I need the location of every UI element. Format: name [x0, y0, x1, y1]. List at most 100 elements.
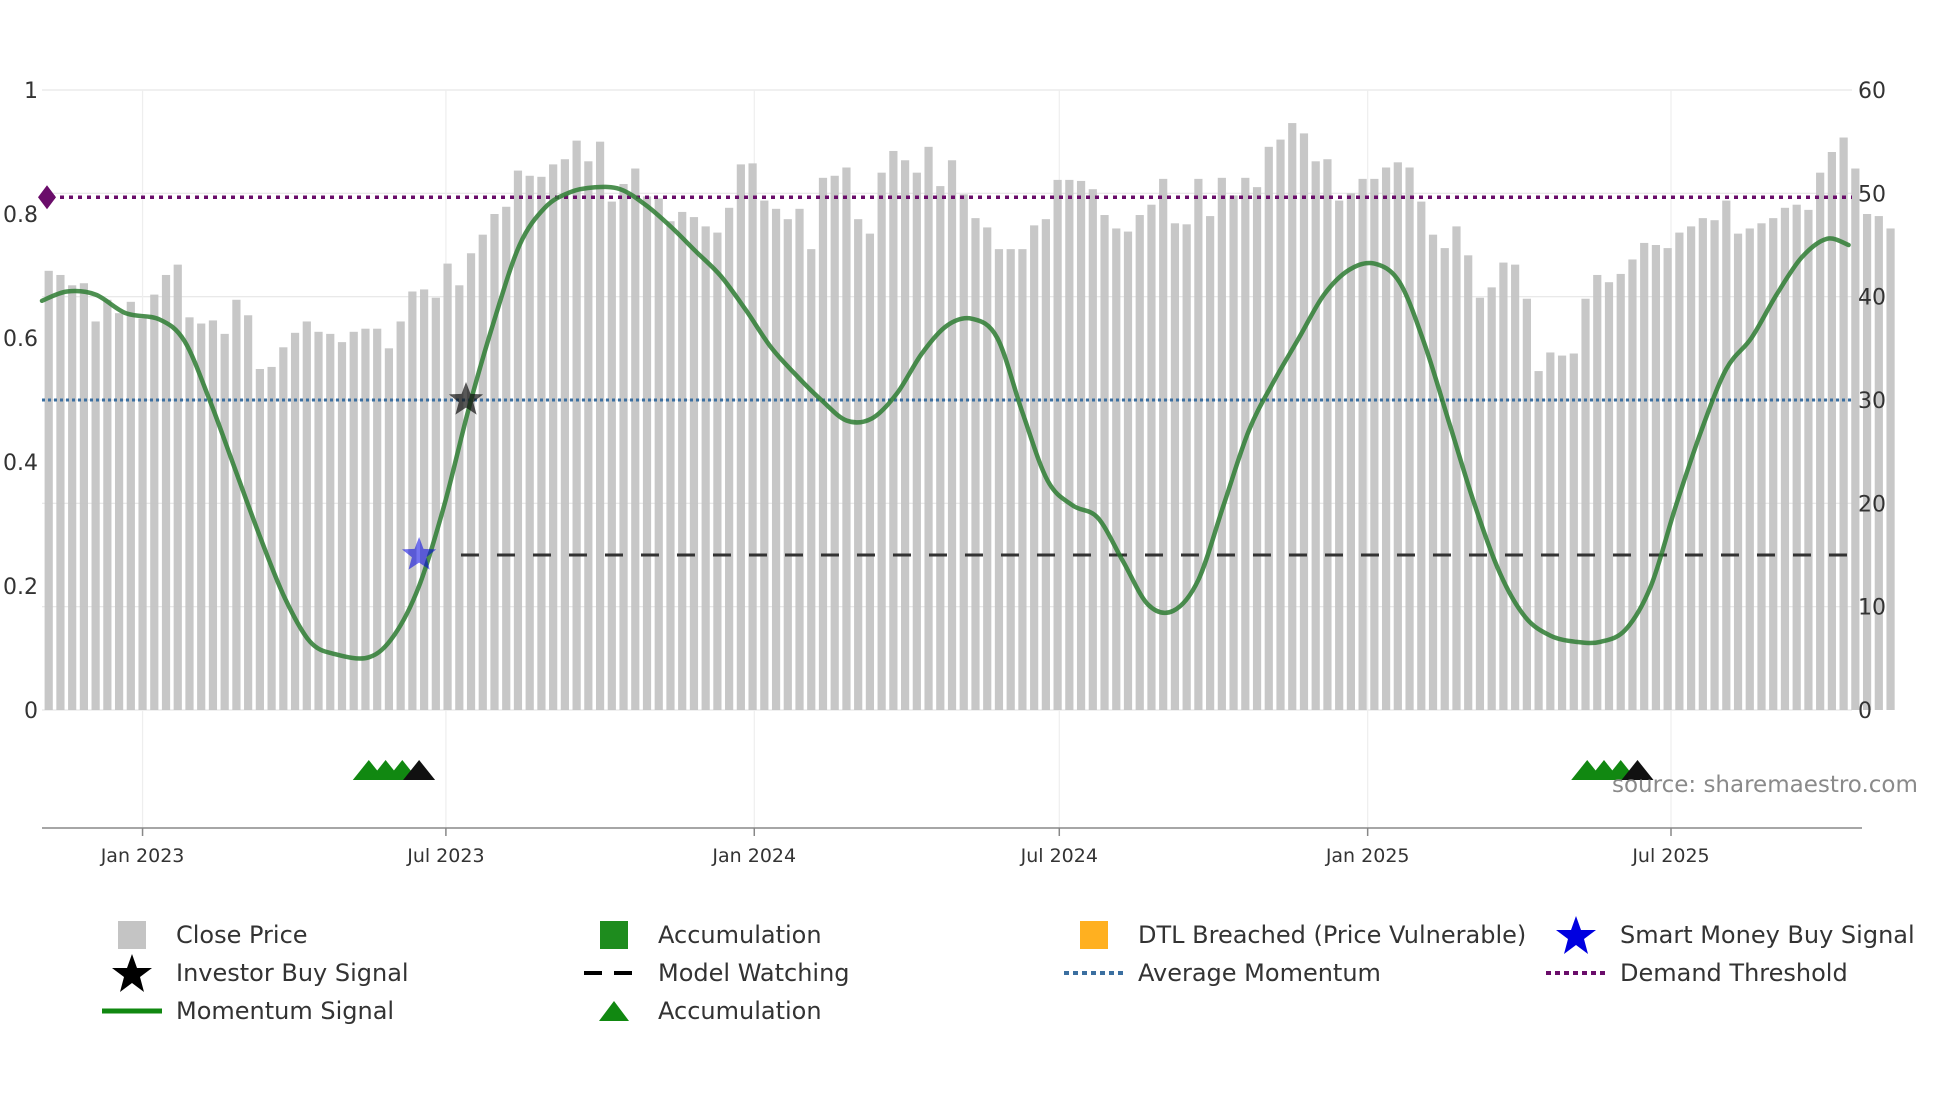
close-price-bar — [760, 200, 769, 710]
legend-symbol-demand — [1544, 955, 1608, 991]
close-price-bar — [373, 328, 382, 710]
close-price-bar — [197, 323, 206, 710]
legend-label: Demand Threshold — [1620, 959, 1848, 987]
close-price-bar — [1628, 259, 1637, 710]
legend: Close Price Accumulation DTL Breached (Pri… — [100, 916, 1960, 1067]
close-price-bar — [420, 289, 429, 710]
close-price-bar — [1687, 226, 1696, 710]
close-price-bar — [302, 321, 311, 710]
right-y-tick-label: 10 — [1858, 596, 1886, 621]
accumulation-triangle-marker — [1621, 760, 1654, 780]
x-tick-label: Jan 2023 — [100, 845, 185, 867]
close-price-bar — [337, 342, 347, 710]
close-price-bar — [1792, 204, 1801, 710]
legend-symbol-momentum — [100, 993, 164, 1029]
close-price-bar — [478, 234, 487, 711]
close-price-bar — [79, 283, 88, 710]
close-price-bar — [959, 194, 968, 710]
legend-label: Momentum Signal — [176, 997, 395, 1025]
close-price-bar — [701, 226, 710, 710]
close-price-bar — [947, 160, 957, 710]
close-price-bar — [549, 164, 558, 710]
close-price-bar — [689, 217, 699, 710]
legend-item-accumulation-bar: Accumulation — [582, 917, 822, 953]
grid-layer — [42, 89, 1852, 828]
legend-item-momentum: Momentum Signal — [100, 993, 394, 1029]
close-price-bar — [994, 249, 1004, 710]
close-price-bar — [1511, 264, 1520, 710]
close-price-bar — [1733, 233, 1743, 710]
close-price-bar — [1041, 219, 1050, 711]
close-price-bar — [396, 321, 405, 710]
close-price-bar — [1299, 133, 1309, 710]
close-price-bar — [1440, 248, 1449, 710]
right-y-tick-label: 60 — [1858, 79, 1886, 104]
close-price-bar — [1499, 262, 1508, 710]
close-price-bar — [44, 270, 53, 710]
close-price-bar — [1276, 139, 1285, 711]
close-price-bar — [1159, 178, 1168, 710]
close-price-bar — [1452, 226, 1461, 710]
legend-symbol-investor — [100, 954, 164, 992]
close-price-bar — [244, 315, 253, 710]
axes-layer: Jan 2023 Jul 2023 Jan 2024 Jul 2024 Jan 2025… — [3, 79, 1886, 867]
close-price-bar — [901, 160, 910, 710]
close-price-bar — [572, 140, 581, 710]
close-price-bar — [830, 175, 839, 710]
close-price-bar — [1405, 167, 1414, 710]
close-price-bar — [1194, 178, 1203, 710]
close-price-bar — [1827, 152, 1836, 710]
left-y-tick-label: 0.2 — [3, 575, 38, 600]
left-y-tick-label: 0.6 — [3, 327, 38, 352]
close-price-bar — [807, 249, 816, 710]
close-price-bar — [1135, 215, 1144, 710]
close-price-bar — [1264, 146, 1273, 710]
close-price-bar — [1886, 228, 1895, 710]
close-price-bar — [1370, 178, 1379, 710]
right-y-tick-label: 0 — [1858, 699, 1872, 724]
close-price-bar — [502, 206, 511, 710]
close-price-bar — [290, 332, 300, 710]
right-y-tick-label: 30 — [1858, 389, 1886, 414]
right-y-tick-label: 50 — [1858, 182, 1886, 207]
close-price-bar — [208, 320, 218, 710]
close-price-bar — [1100, 215, 1109, 710]
close-price-bar — [1053, 179, 1062, 710]
smart-money-buy-signal-marker — [402, 537, 437, 570]
close-price-bar — [713, 232, 722, 710]
momentum-signal-line — [39, 184, 1851, 661]
close-price-bar — [1487, 287, 1496, 710]
close-price-bar — [1816, 172, 1825, 711]
close-price-bar — [1757, 223, 1766, 711]
close-price-bar — [408, 291, 417, 710]
close-price-bar — [326, 333, 335, 710]
close-price-bar — [1182, 224, 1191, 710]
x-tick-label: Jul 2023 — [406, 845, 484, 867]
investor-buy-signal-marker — [448, 382, 484, 415]
bars-layer — [44, 123, 1895, 711]
close-price-bar — [1710, 220, 1719, 710]
close-price-bar — [56, 274, 65, 710]
close-price-bar — [678, 211, 687, 710]
close-price-bar — [818, 177, 828, 710]
close-price-bar — [1475, 297, 1485, 710]
legend-item-smart-money: Smart Money Buy Signal — [1544, 916, 1915, 954]
close-price-bar — [1335, 200, 1344, 710]
close-price-bar — [842, 167, 851, 710]
close-price-bar — [431, 297, 440, 710]
close-price-bar — [361, 328, 370, 710]
close-price-bar — [513, 170, 523, 711]
close-price-bar — [1546, 352, 1555, 710]
markers-layer — [352, 382, 1654, 780]
close-price-bar — [1663, 248, 1672, 710]
legend-item-watching: Model Watching — [582, 955, 850, 991]
close-price-bar — [455, 285, 464, 710]
close-price-bar — [1557, 355, 1567, 710]
close-price-bar — [654, 198, 663, 710]
close-price-bar — [642, 196, 652, 710]
legend-item-demand: Demand Threshold — [1544, 955, 1848, 991]
close-price-bar — [1874, 216, 1883, 710]
close-price-bar — [314, 331, 323, 710]
close-price-bar — [924, 146, 933, 710]
